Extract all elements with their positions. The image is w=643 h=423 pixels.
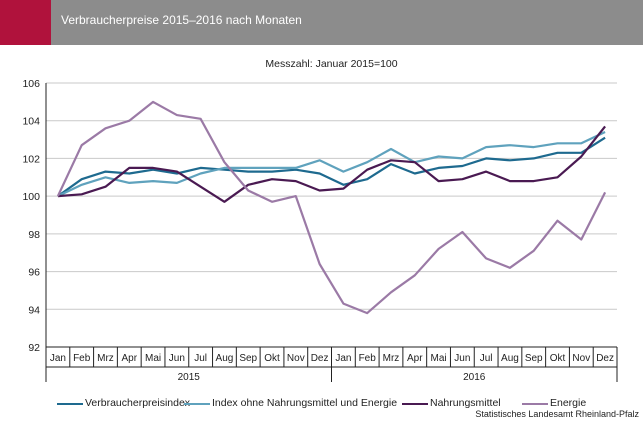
- x-tick-label: Jul: [194, 353, 207, 364]
- y-tick-label: 94: [28, 304, 40, 316]
- x-tick-label: Aug: [501, 353, 519, 364]
- x-tick-label: Apr: [407, 353, 423, 364]
- x-tick-label: Aug: [216, 353, 234, 364]
- x-tick-label: Feb: [73, 353, 91, 364]
- y-tick-label: 96: [28, 267, 40, 279]
- x-tick-label: Jun: [169, 353, 185, 364]
- series-line-nahrungsmittel: [57, 125, 606, 203]
- x-tick-label: Okt: [264, 353, 280, 364]
- legend-label: Nahrungsmittel: [430, 397, 501, 409]
- line-chart: Messzahl: Januar 2015=100 92 94 96 98 100 102 1…: [22, 58, 618, 383]
- series-line-energie: [56, 100, 607, 315]
- y-tick-label: 102: [22, 153, 40, 165]
- x-tick-label: Mrz: [97, 353, 114, 364]
- legend-swatch: [522, 403, 548, 405]
- x-tick-label: Jul: [480, 353, 493, 364]
- x-tick-label: Nov: [572, 353, 590, 364]
- x-tick-label: Okt: [550, 353, 566, 364]
- y-tick-label: 100: [22, 191, 40, 203]
- title-accent-block: [0, 0, 51, 45]
- x-tick-label: Feb: [359, 353, 377, 364]
- page-title: Verbraucherpreise 2015–2016 nach Monaten: [61, 13, 302, 27]
- x-tick-label: Sep: [239, 353, 257, 364]
- y-tick-label: 104: [22, 116, 40, 128]
- x-tick-label: Mai: [145, 353, 161, 364]
- x-tick-label: Jan: [335, 353, 351, 364]
- y-tick-label: 92: [28, 342, 40, 354]
- legend-swatch: [57, 403, 83, 405]
- x-tick-label: Sep: [525, 353, 543, 364]
- source-note: Statistisches Landesamt Rheinland-Pfalz: [475, 409, 639, 419]
- x-tick-label: Jan: [50, 353, 66, 364]
- title-bar: [0, 0, 643, 45]
- x-tick-label: Mrz: [383, 353, 400, 364]
- series-line-index-ohne-nahrungsmittel-und-energie: [57, 131, 606, 198]
- chart-subtitle: Messzahl: Januar 2015=100: [265, 58, 397, 70]
- y-tick-label: 106: [22, 78, 40, 90]
- legend-label: Energie: [550, 397, 587, 409]
- x-year-label: 2016: [463, 372, 486, 383]
- x-tick-label: Mai: [431, 353, 447, 364]
- x-year-label: 2015: [178, 372, 201, 383]
- legend-label: Verbraucherpreisindex: [85, 397, 191, 409]
- legend-label: Index ohne Nahrungsmittel und Energie: [212, 397, 398, 409]
- x-tick-label: Jun: [454, 353, 470, 364]
- series-line-verbraucherpreisindex: [57, 136, 606, 197]
- y-tick-label: 98: [28, 229, 40, 241]
- x-tick-label: Apr: [121, 353, 137, 364]
- legend-swatch: [402, 403, 428, 405]
- legend-swatch: [184, 403, 210, 405]
- x-tick-label: Dez: [596, 353, 614, 364]
- x-tick-label: Dez: [311, 353, 329, 364]
- x-tick-label: Nov: [287, 353, 305, 364]
